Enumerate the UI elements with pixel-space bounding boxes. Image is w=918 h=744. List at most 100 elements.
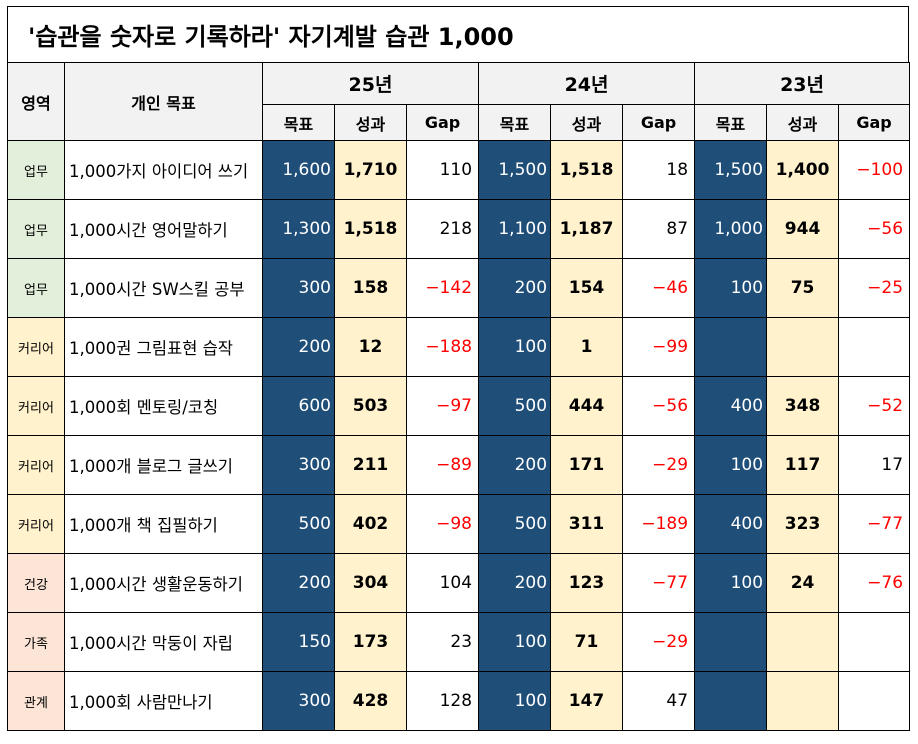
goal-name-cell: 1,000회 사람만나기 (64, 671, 263, 731)
table-row: 업무 1,000가지 아이디어 쓰기 1,600 1,710 110 1,500 1,518… (7, 140, 911, 200)
goal-name-cell: 1,000개 책 집필하기 (64, 494, 263, 554)
sub-header-gap: Gap (838, 104, 911, 141)
goal-cell-y24: 500 (478, 494, 552, 554)
goal-cell-y25: 150 (262, 612, 335, 672)
result-cell-y25: 173 (334, 612, 407, 672)
result-cell-y24: 1,187 (550, 199, 624, 259)
goal-cell-y23: 100 (694, 553, 768, 613)
goal-cell-y24: 100 (478, 317, 552, 377)
gap-cell-y24: 47 (622, 671, 696, 731)
goal-cell-y24: 500 (478, 376, 552, 436)
area-cell: 건강 (7, 553, 65, 613)
goal-cell-y25: 600 (262, 376, 335, 436)
goal-cell-y25: 1,600 (262, 140, 335, 200)
goal-name-cell: 1,000권 그림표현 습작 (64, 317, 263, 377)
table-row: 업무 1,000시간 SW스킬 공부 300 158 −142 200 154 −46 100 7… (7, 258, 911, 318)
goal-cell-y24: 1,500 (478, 140, 552, 200)
sub-header-gap: Gap (622, 104, 696, 141)
goal-cell-y24: 100 (478, 671, 552, 731)
goal-cell-y23: 100 (694, 435, 768, 495)
gap-cell-y25: −89 (405, 435, 480, 495)
gap-cell-y23: −76 (838, 553, 911, 613)
area-cell: 커리어 (7, 435, 65, 495)
goal-cell-y25: 300 (262, 258, 335, 318)
table-row: 커리어 1,000개 블로그 글쓰기 300 211 −89 200 171 −29 100 11… (7, 435, 911, 495)
result-cell-y24: 311 (550, 494, 624, 554)
gap-cell-y25: 218 (405, 199, 480, 259)
year-header-24: 24년 (478, 62, 696, 105)
goal-cell-y24: 1,100 (478, 199, 552, 259)
area-cell: 커리어 (7, 494, 65, 554)
area-cell: 커리어 (7, 317, 65, 377)
gap-cell-y23: −100 (838, 140, 911, 200)
goal-cell-y23: 400 (694, 494, 768, 554)
result-cell-y25: 503 (334, 376, 407, 436)
gap-cell-y24: −46 (622, 258, 696, 318)
result-cell-y24: 71 (550, 612, 624, 672)
goal-cell-y25: 1,300 (262, 199, 335, 259)
goal-name-cell: 1,000시간 영어말하기 (64, 199, 263, 259)
area-cell: 업무 (7, 140, 65, 200)
goal-cell-y23: 1,000 (694, 199, 768, 259)
goal-cell-y23 (694, 317, 768, 377)
sub-header-result: 성과 (334, 104, 407, 141)
area-cell: 관계 (7, 671, 65, 731)
goal-cell-y24: 200 (478, 435, 552, 495)
gap-cell-y25: 128 (405, 671, 480, 731)
gap-cell-y24: −29 (622, 435, 696, 495)
gap-cell-y23: −77 (838, 494, 911, 554)
result-cell-y23: 24 (766, 553, 840, 613)
area-cell: 업무 (7, 199, 65, 259)
gap-cell-y23: −56 (838, 199, 911, 259)
result-cell-y25: 402 (334, 494, 407, 554)
table-row: 커리어 1,000회 멘토링/코칭 600 503 −97 500 444 −56 400 348… (7, 376, 911, 436)
sub-header-goal: 목표 (478, 104, 552, 141)
gap-cell-y23: 17 (838, 435, 911, 495)
result-cell-y24: 171 (550, 435, 624, 495)
area-header: 영역 (7, 62, 65, 141)
gap-cell-y24: −56 (622, 376, 696, 436)
table-row: 커리어 1,000개 책 집필하기 500 402 −98 500 311 −189 400 32… (7, 494, 911, 554)
result-cell-y23: 323 (766, 494, 840, 554)
result-cell-y25: 1,518 (334, 199, 407, 259)
goal-cell-y25: 300 (262, 435, 335, 495)
gap-cell-y23 (838, 671, 911, 731)
goal-cell-y25: 200 (262, 553, 335, 613)
gap-cell-y25: −98 (405, 494, 480, 554)
sub-header-goal: 목표 (694, 104, 768, 141)
result-cell-y23: 75 (766, 258, 840, 318)
result-cell-y25: 1,710 (334, 140, 407, 200)
goal-cell-y23 (694, 671, 768, 731)
table-row: 건강 1,000시간 생활운동하기 200 304 104 200 123 −77 100 24−… (7, 553, 911, 613)
goal-cell-y23: 100 (694, 258, 768, 318)
goal-cell-y24: 200 (478, 553, 552, 613)
gap-cell-y25: −142 (405, 258, 480, 318)
result-cell-y24: 154 (550, 258, 624, 318)
sub-header-result: 성과 (766, 104, 840, 141)
table-row: 업무 1,000시간 영어말하기 1,300 1,518 218 1,100 1,187 87… (7, 199, 911, 259)
gap-cell-y24: −99 (622, 317, 696, 377)
area-cell: 업무 (7, 258, 65, 318)
year-header-25: 25년 (261, 62, 480, 105)
goal-name-cell: 1,000가지 아이디어 쓰기 (64, 140, 263, 200)
gap-cell-y24: −77 (622, 553, 696, 613)
gap-cell-y24: −189 (622, 494, 696, 554)
result-cell-y25: 12 (334, 317, 407, 377)
gap-cell-y25: 104 (405, 553, 480, 613)
gap-cell-y25: −97 (405, 376, 480, 436)
gap-cell-y25: 23 (405, 612, 480, 672)
goal-name-cell: 1,000시간 생활운동하기 (64, 553, 263, 613)
result-cell-y23 (766, 317, 840, 377)
result-cell-y23: 944 (766, 199, 840, 259)
sub-header-goal: 목표 (262, 104, 335, 141)
goal-cell-y25: 500 (262, 494, 335, 554)
result-cell-y23 (766, 671, 840, 731)
goal-cell-y23: 1,500 (694, 140, 768, 200)
goal-name-header: 개인 목표 (64, 62, 263, 141)
table-row: 커리어 1,000권 그림표현 습작 200 12 −188 100 1 −99 (7, 317, 911, 377)
goal-cell-y23 (694, 612, 768, 672)
goal-name-cell: 1,000시간 SW스킬 공부 (64, 258, 263, 318)
sub-header-gap: Gap (405, 104, 480, 141)
goal-cell-y23: 400 (694, 376, 768, 436)
goal-name-cell: 1,000회 멘토링/코칭 (64, 376, 263, 436)
